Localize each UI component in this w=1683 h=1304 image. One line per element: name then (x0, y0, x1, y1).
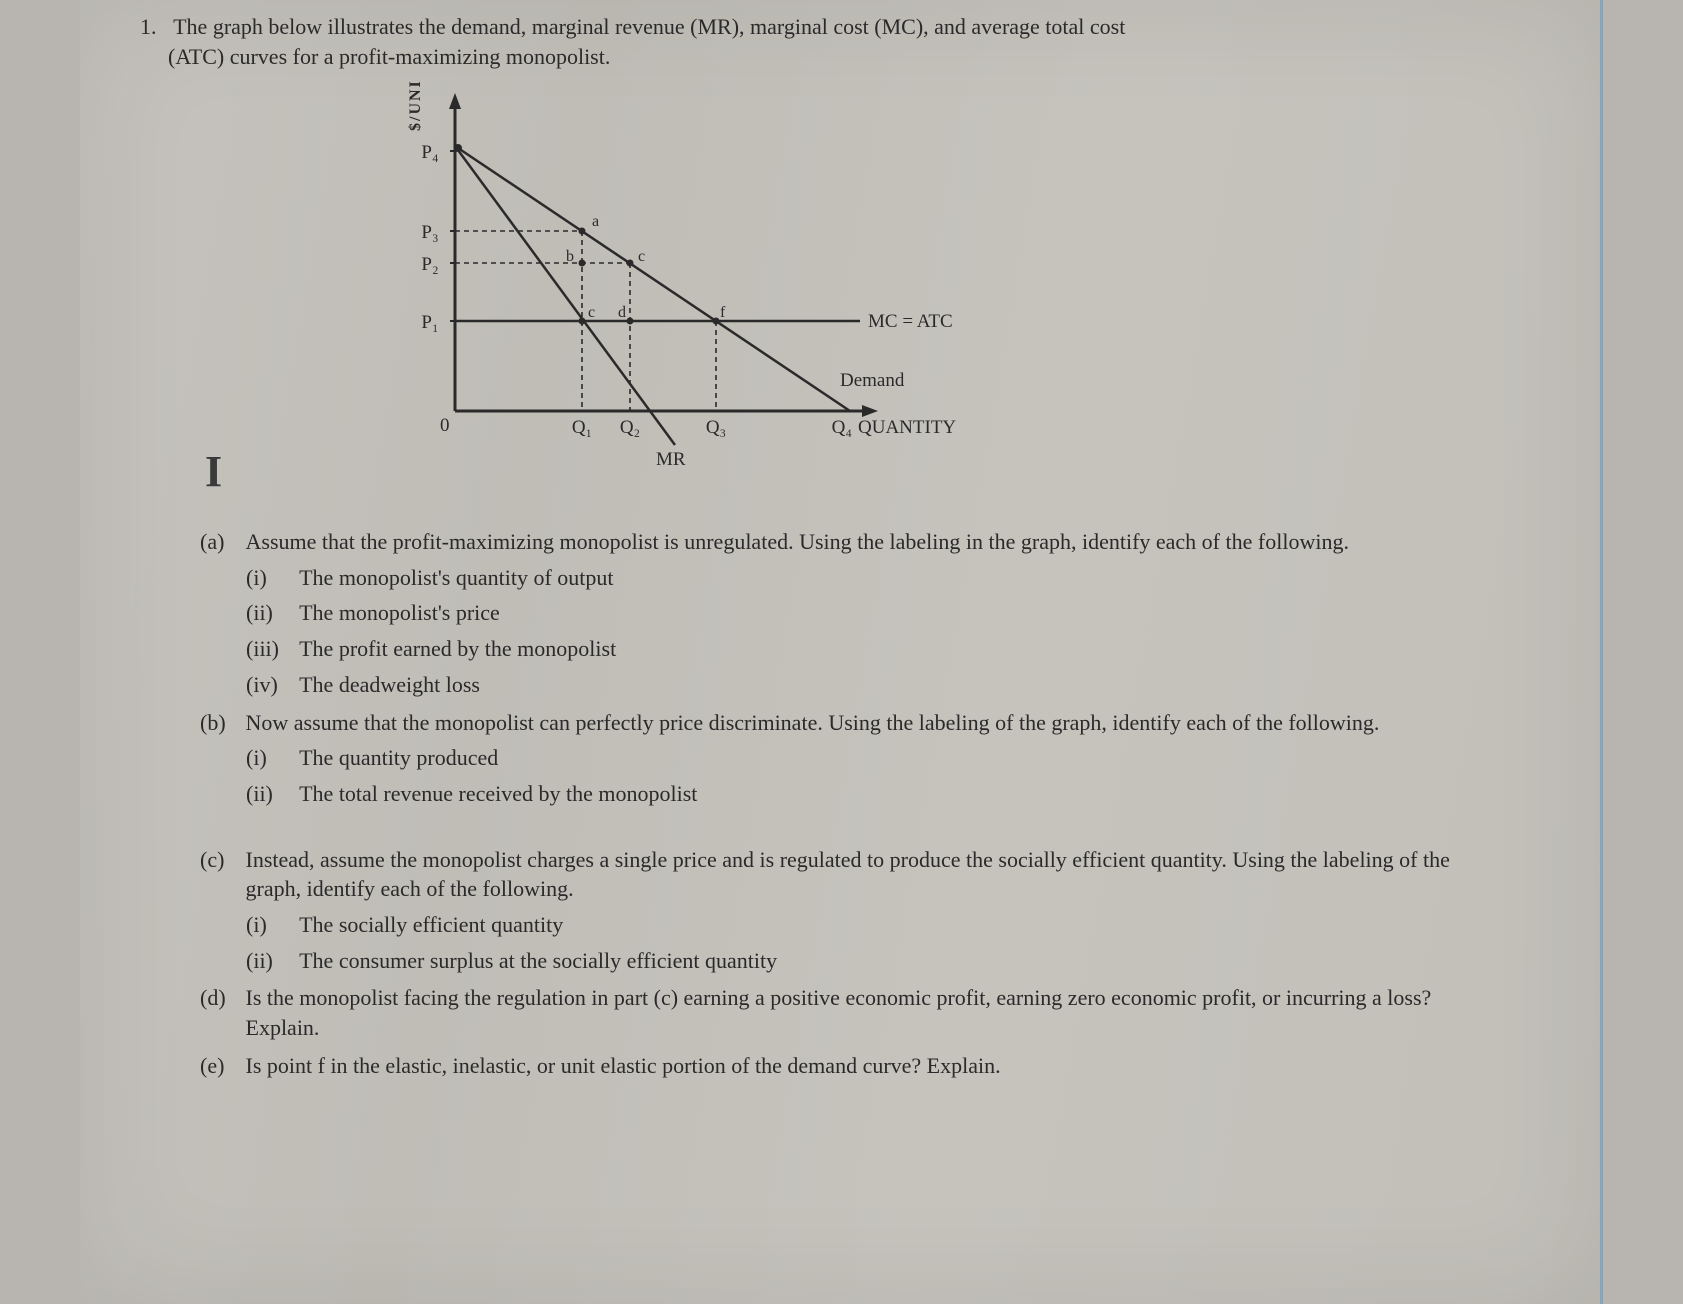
part-d-letter: (d) (200, 983, 240, 1013)
part-a-i: (i) The monopolist's quantity of output (246, 563, 1520, 593)
question-number: 1. (140, 12, 168, 42)
econ-graph: P₄ P₃ P₂ P₁ $/UNIT (400, 81, 1000, 511)
x-axis-arrow (862, 405, 878, 417)
part-a-iv: (iv) The deadweight loss (246, 670, 1520, 700)
part-d: (d) Is the monopolist facing the regulat… (200, 983, 1520, 1042)
stem-line-1: The graph below illustrates the demand, … (173, 14, 1125, 39)
x-tick-q1: Q₁ (572, 417, 592, 438)
label-a: a (592, 213, 599, 230)
x-tick-q3: Q₃ (706, 417, 726, 438)
x-tick-q2: Q₂ (620, 417, 640, 438)
stem-line-2: (ATC) curves for a profit-maximizing mon… (168, 42, 1520, 72)
label-d: d (618, 304, 626, 321)
part-e-text: Is point f in the elastic, inelastic, or… (246, 1051, 1476, 1081)
origin-label: 0 (440, 415, 450, 436)
point-b (579, 260, 586, 267)
label-e: c (638, 248, 645, 265)
point-e (627, 260, 634, 267)
x-axis-label: QUANTITY (858, 417, 956, 438)
y-tick-p4: P₄ (421, 142, 438, 163)
part-c-i: (i) The socially efficient quantity (246, 910, 1520, 940)
part-a-ii: (ii) The monopolist's price (246, 598, 1520, 628)
mc-atc-label: MC = ATC (868, 311, 953, 332)
y-tick-p2: P₂ (421, 254, 438, 275)
label-c: c (588, 304, 595, 321)
mr-label: MR (656, 449, 686, 470)
question-stem: 1. The graph below illustrates the deman… (140, 12, 1520, 71)
point-f (713, 318, 720, 325)
part-b-ii: (ii) The total revenue received by the m… (246, 779, 1520, 809)
part-b-i: (i) The quantity produced (246, 743, 1520, 773)
y-axis-label: $/UNIT (407, 81, 424, 131)
part-c-text: Instead, assume the monopolist charges a… (246, 845, 1476, 904)
part-c-letter: (c) (200, 845, 240, 875)
part-e-letter: (e) (200, 1051, 240, 1081)
part-b-letter: (b) (200, 708, 240, 738)
y-axis-arrow (449, 93, 461, 109)
x-tick-q4: Q₄ (832, 417, 852, 438)
part-c: (c) Instead, assume the monopolist charg… (200, 845, 1520, 976)
mr-curve-ext (650, 411, 675, 445)
point-c (579, 318, 586, 325)
point-d (627, 318, 634, 325)
part-a-text: Assume that the profit-maximizing monopo… (246, 527, 1476, 557)
y-tick-p3: P₃ (421, 222, 438, 243)
mr-curve (455, 146, 650, 411)
point-a (579, 228, 586, 235)
content-area: 1. The graph below illustrates the deman… (80, 0, 1600, 1080)
handwritten-annotation: I (205, 442, 222, 501)
part-b: (b) Now assume that the monopolist can p… (200, 708, 1520, 809)
label-b: b (566, 248, 574, 265)
part-c-ii: (ii) The consumer surplus at the sociall… (246, 946, 1520, 976)
p4-point (454, 144, 462, 152)
document-page: 1. The graph below illustrates the deman… (80, 0, 1603, 1304)
part-a-iii: (iii) The profit earned by the monopolis… (246, 634, 1520, 664)
part-a-letter: (a) (200, 527, 240, 557)
part-a: (a) Assume that the profit-maximizing mo… (200, 527, 1520, 699)
demand-label: Demand (840, 370, 905, 391)
part-d-text: Is the monopolist facing the regulation … (246, 983, 1476, 1042)
graph-container: P₄ P₃ P₂ P₁ $/UNIT (400, 81, 1520, 519)
part-b-text: Now assume that the monopolist can perfe… (246, 708, 1476, 738)
label-f: f (720, 304, 726, 321)
part-e: (e) Is point f in the elastic, inelastic… (200, 1051, 1520, 1081)
demand-curve (455, 146, 850, 411)
y-tick-p1: P₁ (421, 312, 438, 333)
